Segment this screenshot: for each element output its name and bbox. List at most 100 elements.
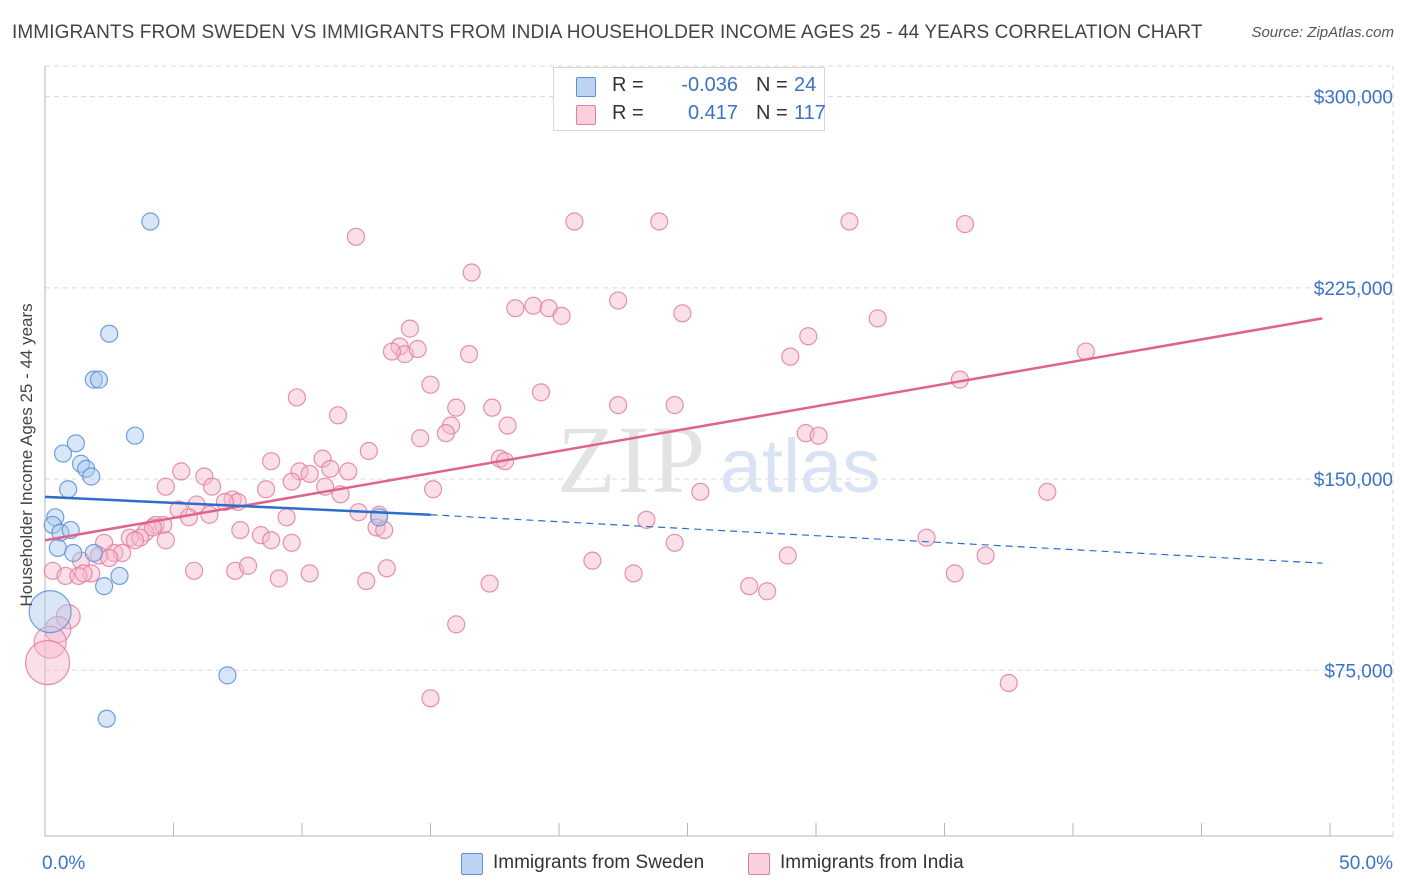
india-point xyxy=(423,480,443,499)
legend-n-label: N = xyxy=(756,102,788,124)
india-point xyxy=(33,625,67,659)
india-point xyxy=(282,472,301,491)
india-point xyxy=(56,566,75,586)
india-point xyxy=(120,528,139,547)
y-tick-label: $75,000 xyxy=(1324,661,1393,682)
source-credit: Source: ZipAtlas.com xyxy=(1251,24,1394,41)
watermark-zip: ZIP xyxy=(557,406,707,513)
india-point xyxy=(100,548,119,568)
legend-n-value: 24 xyxy=(794,74,817,96)
india-point xyxy=(125,531,145,550)
watermark-atlas: atlas xyxy=(720,424,881,509)
india-point xyxy=(287,388,306,407)
sweden-point xyxy=(100,324,119,343)
axis-labels: $75,000 $150,000 $225,000 $300,000 0.0% 50.0% xyxy=(42,88,1393,874)
india-point xyxy=(408,339,427,359)
india-swatch xyxy=(576,105,596,125)
sweden-point xyxy=(110,566,129,586)
india-point xyxy=(462,263,481,282)
india-point xyxy=(524,296,543,315)
india-point xyxy=(691,482,710,501)
india-point xyxy=(277,508,296,527)
india-point xyxy=(359,441,378,461)
india-point xyxy=(156,477,175,496)
india-point xyxy=(637,510,656,529)
india-point xyxy=(24,640,71,686)
india-points xyxy=(24,212,1095,708)
india-point xyxy=(483,398,502,417)
india-point xyxy=(506,299,525,318)
sweden-points xyxy=(28,212,389,728)
legend-n-value: 117 xyxy=(794,102,826,124)
india-point xyxy=(740,577,759,596)
sweden-trend-extension xyxy=(430,514,1323,564)
india-point xyxy=(262,531,281,550)
india-point xyxy=(400,319,420,338)
india-point xyxy=(74,564,93,583)
sweden-point xyxy=(141,212,160,231)
sweden-point xyxy=(97,709,116,728)
india-point xyxy=(321,459,340,478)
sweden-point xyxy=(89,370,109,389)
india-point xyxy=(69,566,88,586)
india-point xyxy=(955,214,975,234)
y-tick-label: $300,000 xyxy=(1314,88,1393,109)
sweden-swatch xyxy=(576,77,596,97)
bottom-legend-label: Immigrants from Sweden xyxy=(493,852,705,873)
legend-r-label: R = xyxy=(612,102,644,124)
india-point xyxy=(411,429,430,448)
india-point xyxy=(130,528,150,547)
india-point xyxy=(809,426,828,445)
india-point xyxy=(480,574,499,593)
sweden-point xyxy=(59,480,78,499)
india-trend-line xyxy=(44,317,1323,542)
india-point xyxy=(346,227,366,246)
sweden-point xyxy=(218,666,237,685)
india-point xyxy=(583,551,602,570)
india-point xyxy=(781,347,800,366)
trend-lines xyxy=(44,317,1323,564)
india-point xyxy=(624,564,643,583)
sweden-point xyxy=(82,467,101,486)
india-point xyxy=(673,304,692,323)
india-swatch xyxy=(748,853,770,875)
india-point xyxy=(184,561,204,580)
india-point xyxy=(382,342,402,361)
sweden-swatch xyxy=(461,853,483,875)
india-point xyxy=(868,309,887,328)
x-tick-label: 0.0% xyxy=(42,853,85,874)
india-point xyxy=(976,546,995,565)
india-point xyxy=(447,398,466,417)
sweden-point xyxy=(84,543,103,563)
legend-n-label: N = xyxy=(756,74,788,96)
india-point xyxy=(609,396,628,415)
chart-title: IMMIGRANTS FROM SWEDEN VS IMMIGRANTS FRO… xyxy=(12,22,1203,43)
india-point xyxy=(552,306,571,325)
sweden-point xyxy=(64,543,83,563)
legend-r-label: R = xyxy=(612,74,644,96)
india-point xyxy=(650,212,669,231)
india-point xyxy=(459,345,479,364)
axes xyxy=(44,66,1393,837)
india-point xyxy=(609,291,628,310)
sweden-point xyxy=(125,426,145,445)
india-point xyxy=(269,569,288,588)
india-point xyxy=(945,564,964,583)
india-point xyxy=(758,582,777,601)
gridlines xyxy=(45,65,1394,836)
sweden-point xyxy=(28,590,72,634)
india-point xyxy=(195,467,214,486)
india-point xyxy=(1038,482,1057,501)
india-point xyxy=(778,546,797,565)
india-point xyxy=(328,406,348,425)
india-point xyxy=(565,212,584,231)
india-point xyxy=(202,477,222,496)
india-point xyxy=(339,462,358,481)
sweden-point xyxy=(53,444,73,463)
india-point xyxy=(377,559,396,578)
india-point xyxy=(840,212,859,231)
india-point xyxy=(917,528,936,547)
india-point xyxy=(498,416,517,435)
y-axis-title: Householder Income Ages 25 - 44 years xyxy=(17,303,36,607)
